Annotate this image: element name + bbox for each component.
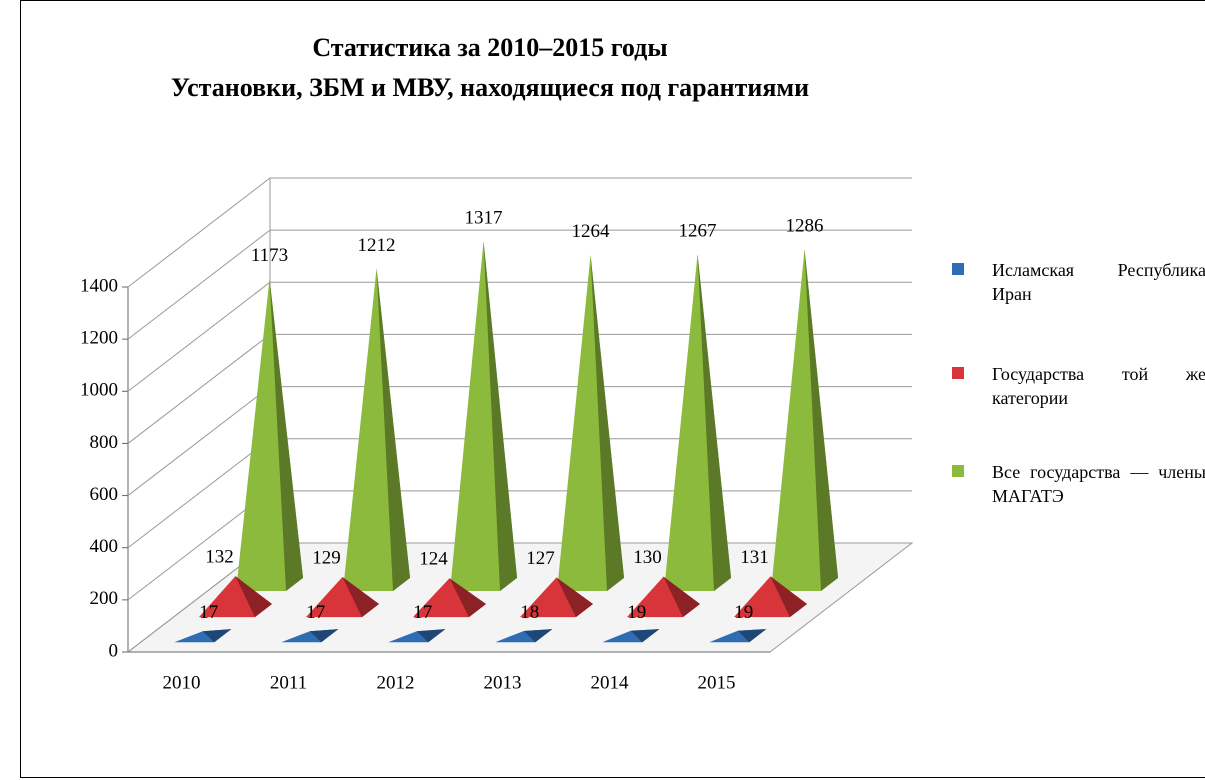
pyramid-side <box>663 576 700 618</box>
value-label: 124 <box>419 549 448 570</box>
legend-label: Исламская Республика Иран <box>992 260 1205 304</box>
x-tick-label: 2012 <box>377 672 415 693</box>
value-label: 1212 <box>358 235 396 256</box>
value-label: 19 <box>734 602 753 623</box>
value-label: 132 <box>205 547 234 568</box>
legend-swatch <box>952 465 964 477</box>
pyramid-side <box>556 577 593 618</box>
pyramid-side <box>804 249 839 591</box>
y-tick-label: 1000 <box>80 380 118 401</box>
x-tick-label: 2011 <box>270 672 307 693</box>
pyramid-side <box>483 241 518 591</box>
value-label: 127 <box>526 548 555 569</box>
legend-swatch <box>952 263 964 275</box>
pyramid-side <box>630 629 660 643</box>
pyramid-side <box>342 576 379 618</box>
grid-line <box>127 334 271 444</box>
grid-line <box>127 386 271 496</box>
pyramid-side <box>590 254 625 591</box>
value-label: 17 <box>199 602 218 623</box>
pyramid-side <box>697 254 732 591</box>
pyramid-side <box>523 629 553 643</box>
chart-title: Статистика за 2010–2015 годы <box>312 33 667 62</box>
pyramid-side <box>449 578 486 618</box>
grid-line <box>127 281 271 392</box>
chart-subtitle: Установки, ЗБМ и МВУ, находящиеся под га… <box>171 73 809 102</box>
x-tick-label: 2010 <box>163 672 201 693</box>
x-tick-label: 2013 <box>484 672 522 693</box>
value-label: 17 <box>413 602 432 623</box>
pyramid-side <box>770 576 807 618</box>
pyramid-side <box>416 629 446 643</box>
pyramid-side <box>269 278 304 591</box>
legend-label: Все государства — члены МАГАТЭ <box>992 462 1205 506</box>
value-label: 1267 <box>679 220 717 241</box>
y-tick-label: 800 <box>90 432 119 453</box>
pyramid-side <box>376 268 411 591</box>
value-label: 131 <box>740 547 769 568</box>
y-tick-label: 1200 <box>80 328 118 349</box>
value-label: 1317 <box>465 207 503 228</box>
value-label: 18 <box>520 602 539 623</box>
x-tick-label: 2014 <box>591 672 630 693</box>
y-tick-label: 200 <box>90 588 119 609</box>
value-label: 1264 <box>572 221 611 242</box>
legend-swatch <box>952 367 964 379</box>
value-label: 130 <box>633 547 662 568</box>
legend-item: Исламская Республика Иран <box>948 258 1205 306</box>
value-label: 1286 <box>786 216 824 237</box>
value-label: 129 <box>312 547 341 568</box>
pyramid-side <box>309 629 339 643</box>
grid-line <box>127 229 271 340</box>
legend-item: Все государства — члены МАГАТЭ <box>948 460 1205 508</box>
frame <box>20 0 1205 778</box>
legend-label: Государства той же категории <box>992 364 1205 408</box>
y-tick-label: 0 <box>109 640 119 661</box>
pyramid-side <box>235 576 272 618</box>
y-tick-label: 1400 <box>80 275 118 296</box>
legend-item: Государства той же категории <box>948 362 1205 410</box>
y-tick-label: 600 <box>90 484 119 505</box>
value-label: 17 <box>306 602 325 623</box>
value-label: 1173 <box>251 245 288 266</box>
grid-line <box>127 438 271 549</box>
pyramid-side <box>737 629 767 643</box>
pyramid-side <box>202 629 232 643</box>
x-tick-label: 2015 <box>698 672 736 693</box>
y-tick-label: 400 <box>90 536 119 557</box>
grid-line <box>127 177 271 288</box>
value-label: 19 <box>627 602 646 623</box>
